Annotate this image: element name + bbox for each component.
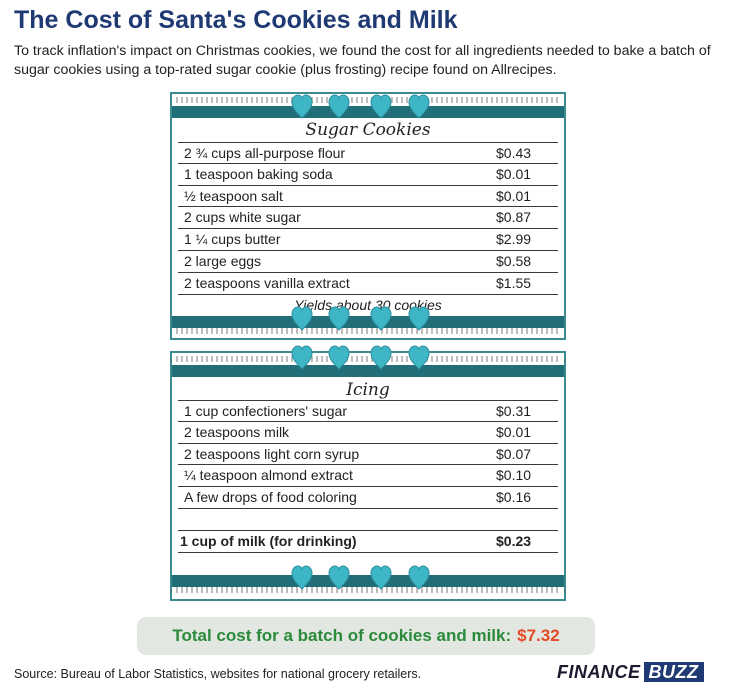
heart-icon (328, 345, 350, 371)
ingredient-label: 1 cup confectioners' sugar (184, 403, 347, 419)
heart-icon (328, 306, 350, 332)
heart-icon (408, 94, 430, 120)
ingredient-row: ¼ teaspoon almond extract $0.10 (178, 465, 558, 488)
ingredient-price: $0.10 (496, 467, 532, 484)
ingredient-row: 2 large eggs $0.58 (178, 251, 558, 273)
ingredient-price: $2.99 (496, 231, 532, 248)
ingredient-label: 1 teaspoon baking soda (184, 165, 333, 182)
heart-icon (408, 345, 430, 371)
icing-card: Icing 1 cup confectioners' sugar $0.31 2… (170, 345, 566, 601)
heart-icon (370, 345, 392, 371)
ingredient-label: 2 ¾ cups all-purpose flour (184, 145, 346, 161)
ribbon-band (172, 575, 564, 587)
source-note: Source: Bureau of Labor Statistics, webs… (14, 667, 422, 681)
spacer-row (178, 509, 558, 531)
ingredient-price: $0.01 (496, 423, 532, 440)
lace-border (176, 356, 560, 362)
ingredient-row: 1 teaspoon baking soda $0.01 (178, 164, 558, 186)
ingredient-row: 2 cups white sugar $0.87 (178, 207, 558, 230)
heart-icon (328, 565, 350, 591)
ingredient-list: 2 ¾ cups all-purpose flour $0.43 1 teasp… (178, 142, 558, 313)
heart-garland (172, 345, 564, 377)
milk-price: $0.23 (496, 532, 532, 549)
ingredient-label: 2 teaspoons vanilla extract (184, 274, 350, 291)
ingredient-row: 2 ¾ cups all-purpose flour $0.43 (178, 142, 558, 164)
lace-border (176, 328, 560, 334)
heart-icon (370, 306, 392, 332)
ingredient-row: 1 cup confectioners' sugar $0.31 (178, 400, 558, 422)
heart-icon (370, 565, 392, 591)
ingredient-price: $0.07 (496, 445, 532, 462)
ingredient-label: 1 ¼ cups butter (184, 231, 281, 248)
ingredient-price: $0.01 (496, 187, 532, 204)
total-label: Total cost for a batch of cookies and mi… (172, 626, 512, 645)
logo-text: FINANCE (557, 662, 641, 682)
total-amount: $7.32 (517, 626, 560, 645)
heart-icon (291, 306, 313, 332)
heart-icon (291, 345, 313, 371)
heart-icon (328, 94, 350, 120)
heart-icon (291, 565, 313, 591)
card-title: Sugar Cookies (305, 120, 431, 140)
ingredient-price: $0.87 (496, 209, 532, 226)
heart-icon (291, 94, 313, 120)
heart-icon (370, 94, 392, 120)
ingredient-price: $0.01 (496, 165, 532, 182)
heart-garland (172, 565, 564, 597)
ingredient-label: 2 large eggs (184, 252, 262, 269)
ingredient-row: A few drops of food coloring $0.16 (178, 487, 558, 509)
ingredient-price: $0.43 (496, 145, 532, 161)
ingredient-row: ½ teaspoon salt $0.01 (178, 186, 558, 208)
ingredient-price: $0.16 (496, 489, 532, 506)
heart-icon (408, 565, 430, 591)
ingredient-price: $0.31 (496, 403, 532, 419)
ingredient-row: 1 ¼ cups butter $2.99 (178, 229, 558, 251)
ingredient-row: 2 teaspoons light corn syrup $0.07 (178, 444, 558, 466)
lace-border (176, 587, 560, 593)
ingredient-label: ½ teaspoon salt (184, 187, 283, 204)
ingredient-price: $0.58 (496, 252, 532, 269)
ingredient-price: $1.55 (496, 274, 532, 291)
ingredient-label: 2 cups white sugar (184, 209, 301, 226)
ingredient-label: 2 teaspoons milk (184, 423, 290, 440)
ingredient-row: 2 teaspoons milk $0.01 (178, 422, 558, 444)
ribbon-band (172, 106, 564, 118)
financebuzz-logo: FINANCE BUZZ (557, 662, 704, 683)
page-title: The Cost of Santa's Cookies and Milk (14, 6, 458, 34)
logo-text: BUZZ (643, 662, 704, 682)
page-subtitle: To track inflation's impact on Christmas… (14, 43, 711, 78)
heart-icon (408, 306, 430, 332)
ribbon-band (172, 365, 564, 377)
ingredient-label: A few drops of food coloring (184, 489, 357, 506)
ingredient-row: 2 teaspoons vanilla extract $1.55 (178, 273, 558, 295)
milk-label: 1 cup of milk (for drinking) (180, 532, 357, 549)
ribbon-band (172, 316, 564, 328)
total-cost-banner: Total cost for a batch of cookies and mi… (137, 617, 595, 655)
ingredient-label: ¼ teaspoon almond extract (184, 467, 353, 484)
card-title: Icing (346, 380, 390, 400)
ingredient-label: 2 teaspoons light corn syrup (184, 445, 360, 462)
heart-garland (172, 306, 564, 338)
sugar-cookies-card: Sugar Cookies 2 ¾ cups all-purpose flour… (170, 92, 566, 340)
lace-border (176, 97, 560, 103)
heart-garland (172, 94, 564, 126)
milk-row: 1 cup of milk (for drinking) $0.23 (178, 531, 558, 553)
ingredient-list: 1 cup confectioners' sugar $0.31 2 teasp… (178, 400, 558, 553)
